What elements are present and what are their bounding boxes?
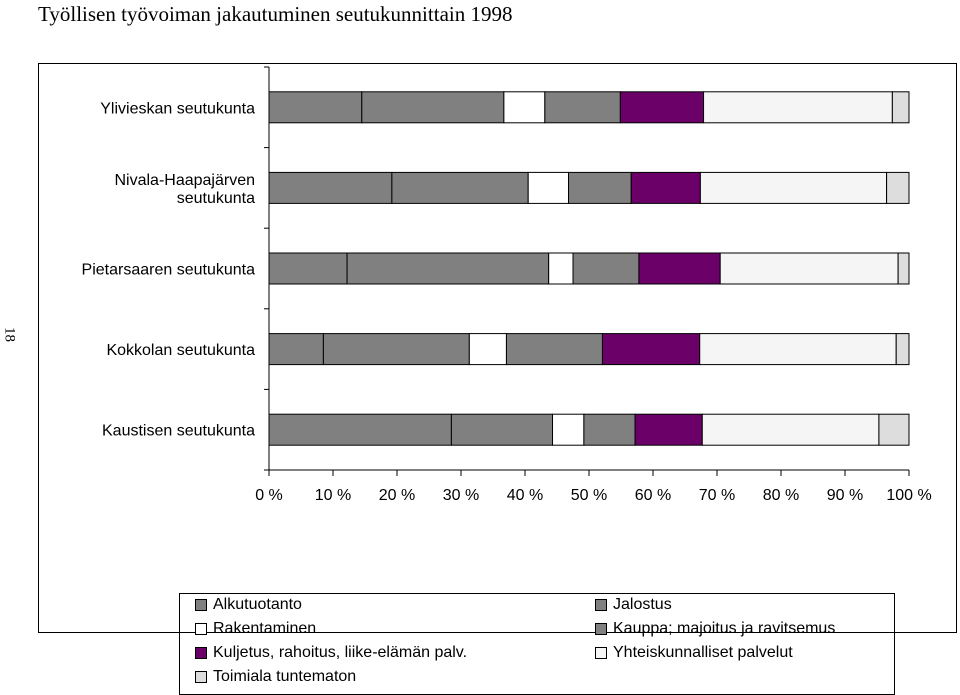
bar-segment (634, 413, 703, 446)
legend-label: Kuljetus, rahoitus, liike-elämän palv. (213, 644, 468, 661)
bar-segment (268, 171, 393, 204)
category-label: Kokkolan seutukunta (106, 342, 255, 359)
legend-swatch (195, 671, 207, 683)
legend-item: Alkutuotanto (195, 596, 302, 614)
bar-segment (719, 252, 899, 285)
category-label: Pietarsaaren seutukunta (82, 262, 256, 279)
legend-item: Kauppa; majoitus ja ravitsemus (595, 620, 835, 638)
legend-label: Toimiala tuntematon (213, 668, 357, 685)
bar-segment (895, 333, 910, 366)
bar-segment (886, 171, 910, 204)
bar-segment (878, 413, 910, 446)
legend-swatch (595, 623, 607, 635)
bar-segment (450, 413, 554, 446)
legend-swatch (595, 647, 607, 659)
bar-segment (638, 252, 721, 285)
bar-segment (503, 91, 546, 124)
category-label: Ylivieskan seutukunta (100, 100, 255, 117)
x-tick-label: 10 % (315, 487, 351, 504)
bar-segment (572, 252, 640, 285)
chart-title: Työllisen työvoiman jakautuminen seutuku… (38, 2, 513, 26)
bar-segment (268, 333, 324, 366)
bar-segment (468, 333, 507, 366)
bar-segment (527, 171, 570, 204)
category-label: Kaustisen seutukunta (102, 423, 255, 440)
bar-segment (701, 413, 880, 446)
x-tick-label: 0 % (255, 487, 283, 504)
chart-frame: 0 % 10 % 20 % 30 % 40 % 50 % 60 % 70 % 80 % 90 % 1… (38, 63, 957, 695)
page-number: 18 (1, 327, 18, 342)
x-tick-label: 20 % (379, 487, 415, 504)
legend: Alkutuotanto Jalostus Rakentaminen Kauppa; … (179, 593, 895, 695)
bar-segment (703, 91, 893, 124)
bar-segment (505, 333, 603, 366)
legend-swatch (195, 647, 207, 659)
legend-item: Yhteiskunnalliset palvelut (595, 644, 793, 662)
bar-segment (268, 413, 452, 446)
bar-segment (891, 91, 910, 124)
legend-swatch (195, 623, 207, 635)
legend-label: Alkutuotanto (213, 596, 302, 613)
legend-label: Yhteiskunnalliset palvelut (613, 644, 793, 661)
x-tick-label: 50 % (571, 487, 607, 504)
legend-item: Rakentaminen (195, 620, 316, 638)
x-tick-label: 40 % (507, 487, 543, 504)
legend-label: Rakentaminen (213, 620, 317, 637)
bar-segment (391, 171, 529, 204)
legend-item: Jalostus (595, 596, 672, 614)
x-tick-label: 70 % (699, 487, 735, 504)
bar-segment (544, 91, 621, 124)
bar-segment (548, 252, 574, 285)
bar-segment (361, 91, 505, 124)
bar-segment (552, 413, 585, 446)
legend-label: Kauppa; majoitus ja ravitsemus (613, 620, 836, 637)
x-tick-label: 60 % (635, 487, 671, 504)
x-tick-label: 90 % (827, 487, 863, 504)
legend-label: Jalostus (613, 596, 672, 613)
bar-segment (346, 252, 550, 285)
bar-segment (268, 252, 348, 285)
x-tick-label: 100 % (886, 487, 931, 504)
bar-segment (897, 252, 910, 285)
bar-segment (583, 413, 636, 446)
legend-item: Toimiala tuntematon (195, 668, 356, 686)
stacked-bar-chart: 0 % 10 % 20 % 30 % 40 % 50 % 60 % 70 % 80 % 90 % 1… (82, 66, 932, 504)
bar-segment (699, 333, 897, 366)
bar-segment (268, 91, 363, 124)
category-label: Nivala-Haapajärven seutukunta (114, 172, 255, 207)
x-tick-label: 80 % (763, 487, 799, 504)
bar-segment (322, 333, 470, 366)
bar-segment (630, 171, 701, 204)
x-tick-label: 30 % (443, 487, 479, 504)
bar-segment (601, 333, 701, 366)
legend-item: Kuljetus, rahoitus, liike-elämän palv. (195, 644, 467, 662)
bar-segment (699, 171, 888, 204)
bar-segment (568, 171, 632, 204)
legend-swatch (595, 599, 607, 611)
legend-swatch (195, 599, 207, 611)
bar-segment (619, 91, 705, 124)
